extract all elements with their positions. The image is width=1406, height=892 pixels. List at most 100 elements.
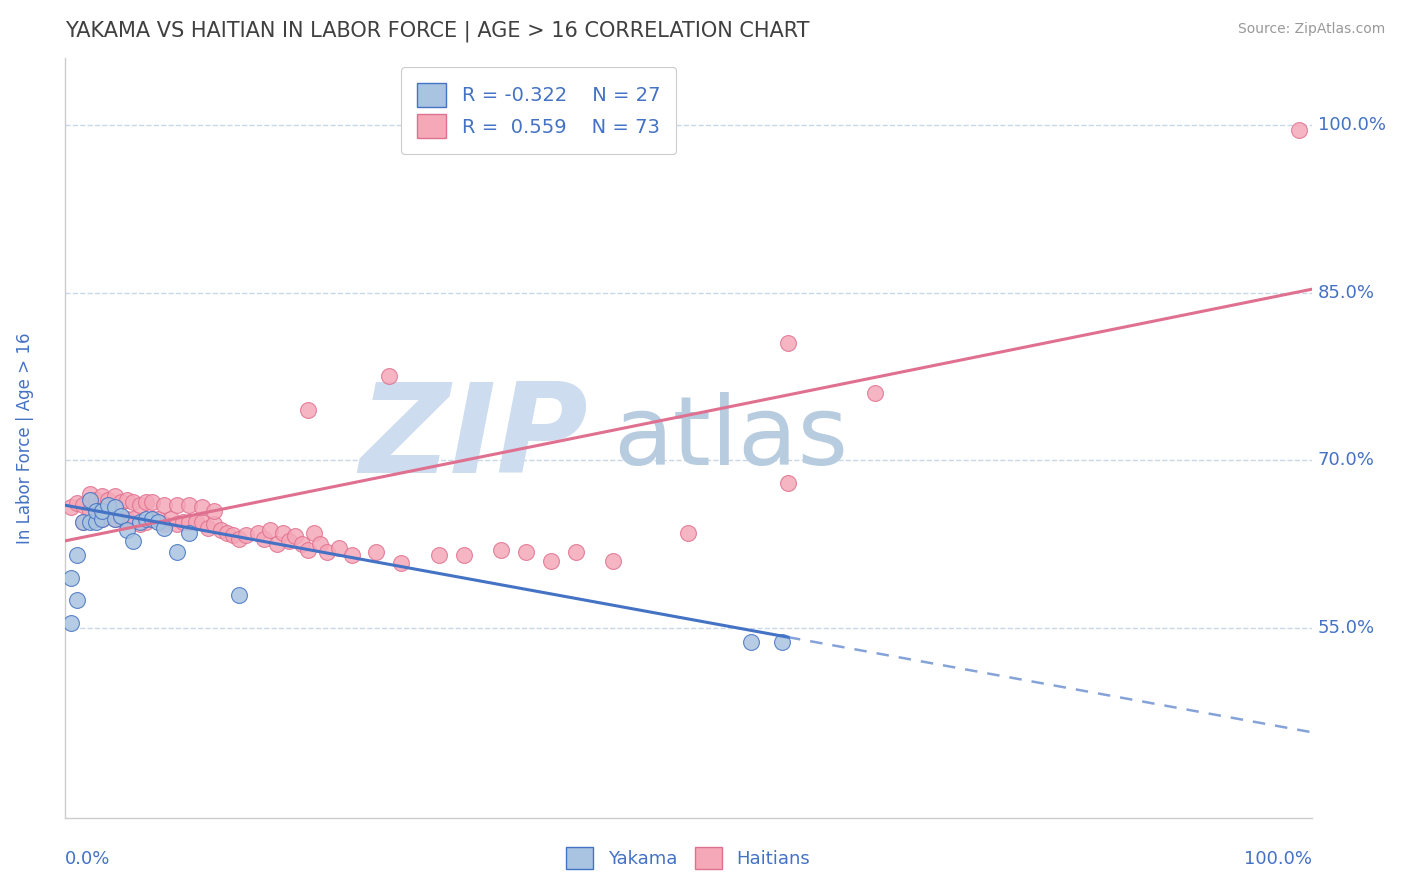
Point — [179, 526, 201, 541]
Point — [110, 495, 132, 509]
Point — [770, 634, 793, 648]
Text: 55.0%: 55.0% — [1317, 619, 1375, 637]
Point — [128, 498, 150, 512]
Point — [740, 634, 762, 648]
Point — [172, 515, 194, 529]
Point — [66, 549, 89, 563]
Point — [166, 545, 188, 559]
Text: 85.0%: 85.0% — [1317, 284, 1375, 301]
Point — [79, 492, 101, 507]
Point — [302, 526, 325, 541]
Point — [179, 515, 201, 529]
Point — [141, 495, 163, 509]
Point — [153, 517, 176, 532]
Point — [315, 545, 337, 559]
Point — [122, 495, 145, 509]
Point — [135, 515, 157, 529]
Point — [135, 511, 157, 525]
Text: 100.0%: 100.0% — [1317, 116, 1386, 134]
Point — [66, 496, 89, 510]
Point — [235, 528, 257, 542]
Text: In Labor Force | Age > 16: In Labor Force | Age > 16 — [15, 333, 34, 544]
Point — [253, 532, 276, 546]
Point — [110, 511, 132, 525]
Point — [228, 532, 250, 546]
Point — [389, 557, 412, 571]
Point — [59, 615, 82, 630]
Text: 100.0%: 100.0% — [1244, 850, 1312, 868]
Point — [97, 509, 120, 524]
Point — [91, 489, 114, 503]
Point — [84, 504, 107, 518]
Point — [91, 511, 114, 525]
Point — [297, 542, 319, 557]
Point — [366, 545, 388, 559]
Point — [215, 526, 238, 541]
Legend: Yakama, Haitians: Yakama, Haitians — [557, 838, 820, 878]
Point — [115, 523, 138, 537]
Text: 70.0%: 70.0% — [1317, 451, 1375, 469]
Point — [103, 500, 125, 515]
Point — [59, 500, 82, 515]
Point — [91, 504, 114, 518]
Point — [59, 571, 82, 585]
Point — [222, 528, 245, 542]
Point — [291, 537, 314, 551]
Point — [378, 369, 401, 384]
Point — [72, 498, 94, 512]
Point — [115, 492, 138, 507]
Point — [141, 511, 163, 525]
Point — [166, 517, 188, 532]
Text: Source: ZipAtlas.com: Source: ZipAtlas.com — [1237, 22, 1385, 37]
Point — [135, 495, 157, 509]
Point — [515, 545, 537, 559]
Text: 0.0%: 0.0% — [65, 850, 110, 868]
Point — [79, 504, 101, 518]
Point — [340, 549, 363, 563]
Point — [309, 537, 332, 551]
Point — [148, 515, 170, 529]
Point — [246, 526, 269, 541]
Point — [776, 475, 799, 490]
Text: ZIP: ZIP — [360, 377, 589, 499]
Point — [191, 500, 214, 515]
Point — [153, 520, 176, 534]
Point — [84, 515, 107, 529]
Point — [284, 529, 307, 543]
Point — [202, 504, 225, 518]
Point — [776, 335, 799, 350]
Point — [166, 498, 188, 512]
Point — [184, 515, 207, 529]
Point — [97, 492, 120, 507]
Point — [72, 515, 94, 529]
Point — [259, 523, 281, 537]
Point — [103, 489, 125, 503]
Point — [128, 515, 150, 529]
Point — [84, 511, 107, 525]
Point — [97, 498, 120, 512]
Point — [278, 533, 301, 548]
Point — [159, 511, 181, 525]
Point — [122, 511, 145, 525]
Point — [141, 511, 163, 525]
Point — [66, 593, 89, 607]
Point — [565, 545, 588, 559]
Point — [602, 554, 624, 568]
Point — [266, 537, 288, 551]
Point — [453, 549, 475, 563]
Point — [179, 498, 201, 512]
Point — [72, 515, 94, 529]
Point — [209, 523, 232, 537]
Point — [79, 487, 101, 501]
Point — [865, 386, 887, 401]
Point — [1288, 123, 1310, 137]
Point — [122, 533, 145, 548]
Text: atlas: atlas — [613, 392, 848, 484]
Point — [427, 549, 450, 563]
Point — [148, 511, 170, 525]
Point — [328, 541, 350, 555]
Point — [79, 515, 101, 529]
Point — [489, 542, 512, 557]
Point — [297, 403, 319, 417]
Point — [110, 509, 132, 524]
